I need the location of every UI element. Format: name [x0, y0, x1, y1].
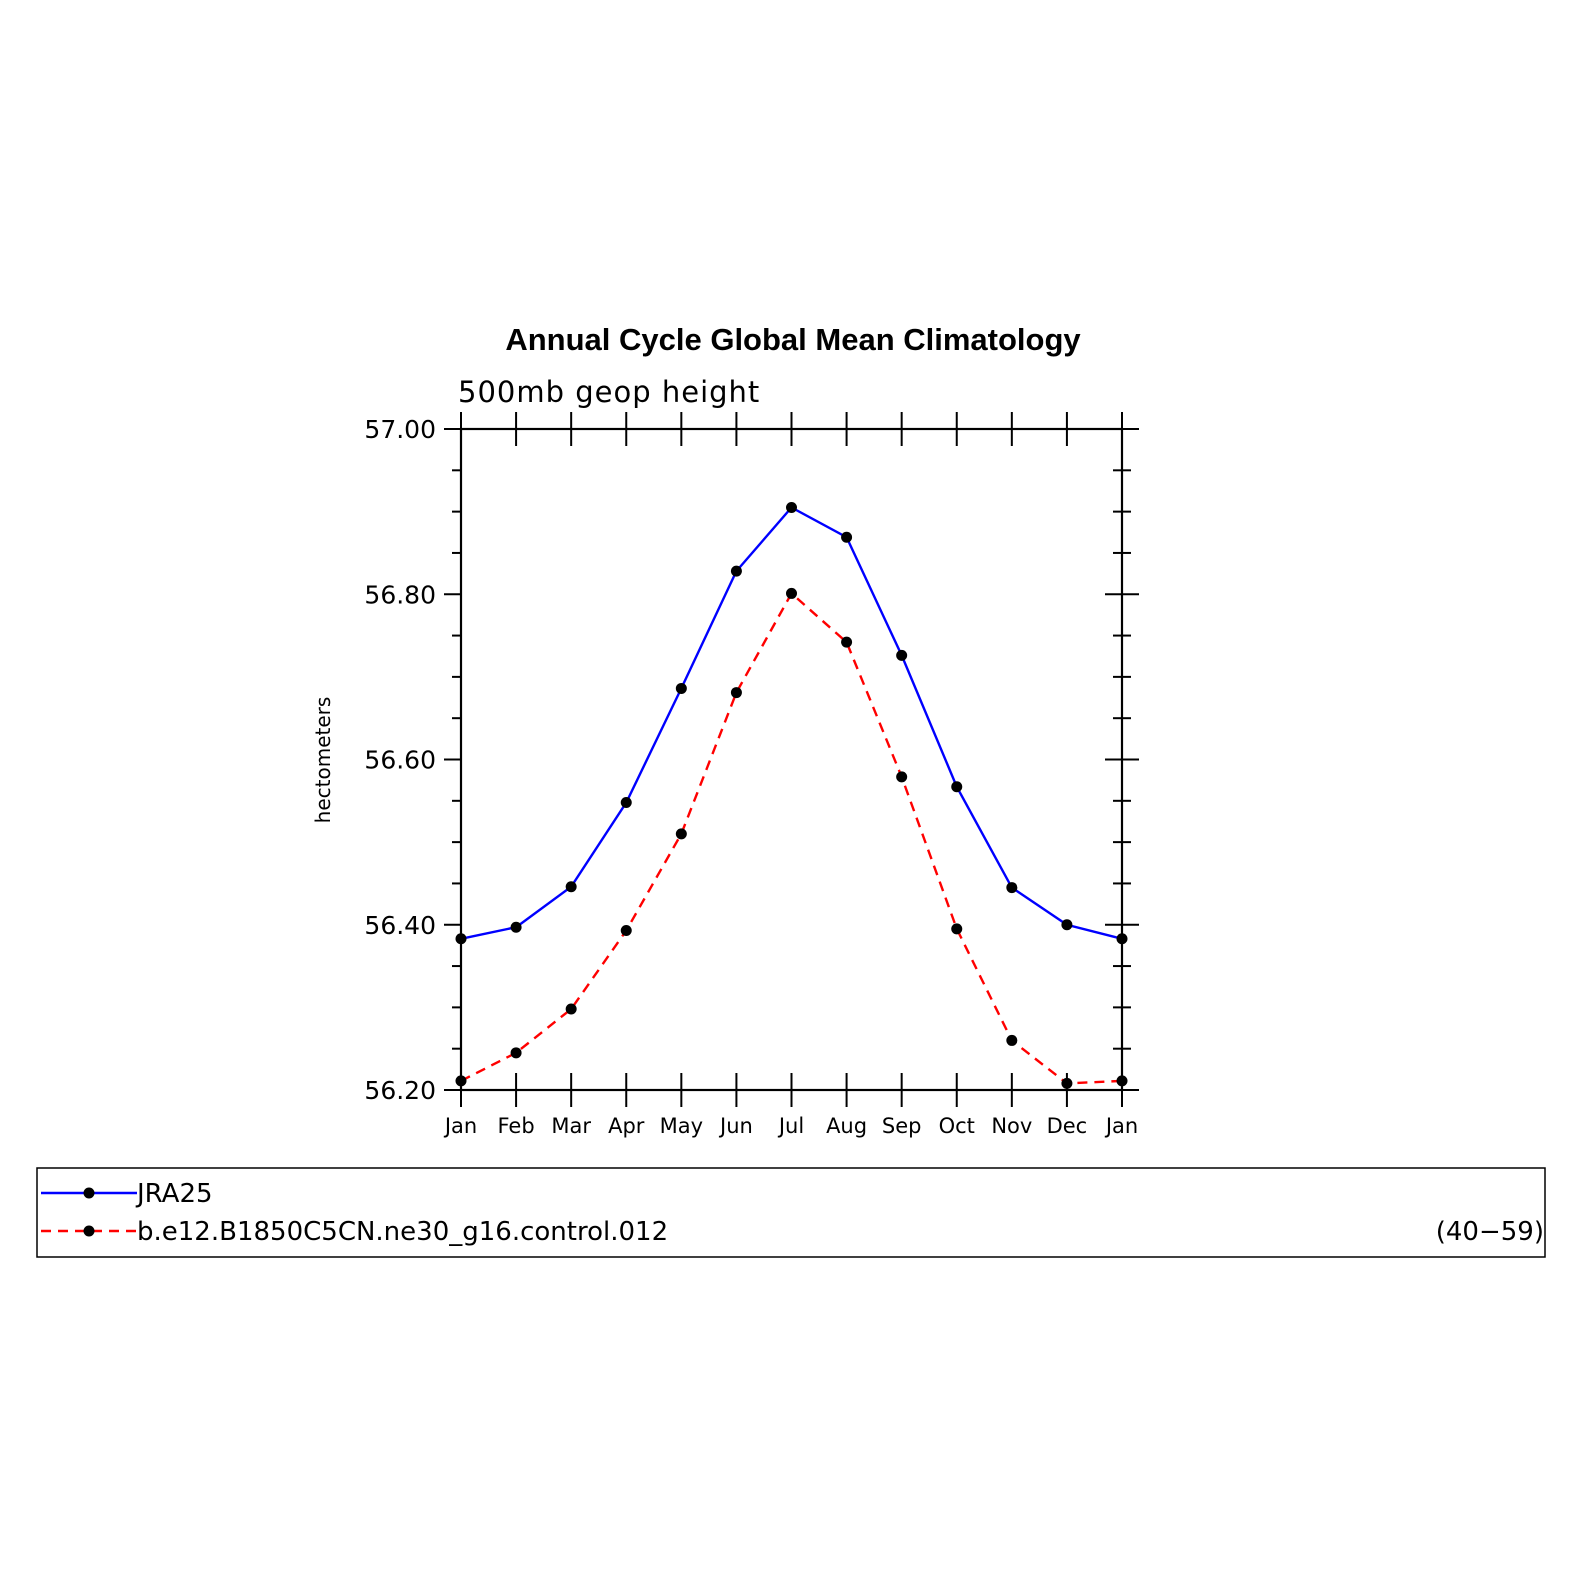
- y-tick-label: 56.60: [364, 746, 436, 775]
- y-tick-label: 56.40: [364, 911, 436, 940]
- series-1-point: [1006, 882, 1018, 894]
- x-tick-label: May: [660, 1114, 703, 1138]
- x-tick-label: Dec: [1047, 1114, 1088, 1138]
- series-line-2: [460, 591, 1123, 1085]
- series-2-point: [841, 636, 853, 648]
- x-tick-label: Jan: [1104, 1114, 1138, 1138]
- legend-label-1: JRA25: [135, 1179, 213, 1209]
- series-2-point: [1006, 1034, 1018, 1046]
- x-tick-label: Feb: [497, 1114, 534, 1138]
- legend-note: (40−59): [1436, 1217, 1544, 1247]
- series-line-1: [460, 505, 1123, 940]
- series-2-point: [1116, 1075, 1128, 1087]
- series-1-point: [620, 796, 632, 808]
- series-2-point: [565, 1003, 577, 1015]
- chart-subtitle: 500mb geop height: [458, 375, 760, 409]
- series-2-point: [1061, 1077, 1073, 1089]
- series-1-point: [786, 501, 797, 513]
- series-1-point: [565, 881, 577, 893]
- series-1-point: [951, 781, 963, 793]
- series-layer: [455, 501, 1128, 1089]
- x-tick-label: Nov: [991, 1114, 1032, 1138]
- x-tick-label: Sep: [882, 1114, 922, 1138]
- x-tick-label: Jun: [718, 1114, 753, 1138]
- x-tick-label: Oct: [939, 1114, 975, 1138]
- x-tick-label: Apr: [608, 1114, 645, 1138]
- x-tick-label: Mar: [551, 1114, 591, 1138]
- legend-label-2: b.e12.B1850C5CN.ne30_g16.control.012: [137, 1217, 668, 1247]
- series-1-point: [675, 682, 687, 694]
- series-1-point: [1061, 919, 1073, 931]
- legend-marker-1: [83, 1187, 95, 1199]
- legend-box: [36, 1167, 1546, 1258]
- series-1-point: [730, 565, 742, 577]
- series-1-point: [510, 921, 522, 933]
- series-2-point: [510, 1047, 522, 1059]
- series-2-point: [896, 771, 908, 783]
- series-2-point: [455, 1075, 467, 1087]
- series-1-point: [896, 649, 908, 661]
- legend: JRA25 b.e12.B1850C5CN.ne30_g16.control.01…: [41, 1179, 668, 1247]
- series-1-point: [455, 933, 467, 945]
- series-1-point: [841, 531, 853, 543]
- x-tick-label: Jul: [777, 1114, 804, 1138]
- axes: Jan Feb Mar Apr May Jun Jul Aug Sep Oct Nov Dec Jan 5…: [364, 412, 1139, 1138]
- series-2-point: [675, 828, 687, 840]
- y-tick-label: 57.00: [364, 415, 436, 444]
- y-tick-label: 56.20: [364, 1076, 436, 1105]
- series-2-point: [951, 923, 963, 935]
- x-tick-label: Aug: [826, 1114, 867, 1138]
- series-2-point: [786, 587, 797, 599]
- plot-frame: [459, 427, 1124, 1092]
- x-tick-label: Jan: [443, 1114, 477, 1138]
- y-axis-label: hectometers: [311, 697, 335, 824]
- series-1-point: [1116, 933, 1128, 945]
- series-2-point: [730, 687, 742, 699]
- y-tick-label: 56.80: [364, 580, 436, 609]
- series-2-point: [620, 925, 632, 937]
- legend-marker-2: [83, 1225, 95, 1237]
- chart-title: Annual Cycle Global Mean Climatology: [505, 322, 1081, 357]
